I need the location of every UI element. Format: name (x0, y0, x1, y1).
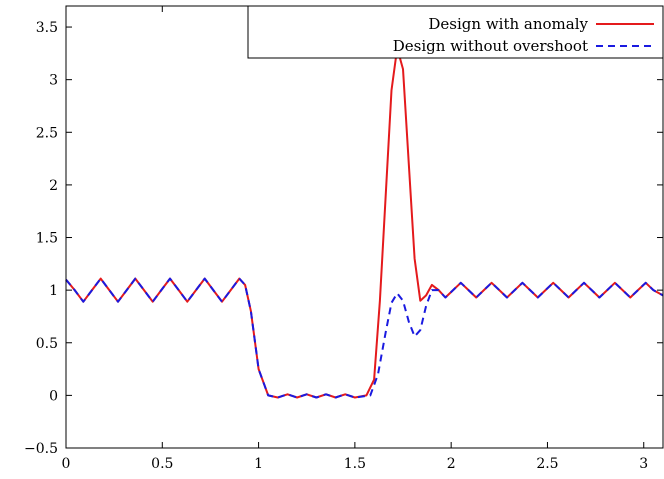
x-tick-label: 0 (62, 456, 71, 472)
y-tick-label: 3 (49, 73, 58, 89)
y-tick-label: 1 (49, 283, 58, 299)
plot-frame (65, 5, 664, 449)
y-tick-label: 0.5 (36, 336, 58, 352)
legend-box (247, 5, 664, 59)
legend-label: Design with anomaly (428, 15, 588, 33)
x-tick-label: 3 (639, 456, 648, 472)
y-tick-label: 1.5 (36, 231, 58, 247)
x-tick-label: 1 (254, 456, 263, 472)
x-tick-label: 2.5 (536, 456, 558, 472)
y-tick-label: −0.5 (24, 441, 58, 457)
axis-ticks: 0 0.5 1 1.5 2 2.5 3−0.500.511.522.533.5 (24, 6, 663, 472)
legend: Design with anomaly Design without oversh… (247, 5, 664, 59)
series-line-without-overshoot (65, 277, 664, 399)
x-tick-label: 2 (447, 456, 456, 472)
legend-label: Design without overshoot (393, 37, 588, 55)
y-tick-label: 2 (49, 178, 58, 194)
series-line-with-anomaly (65, 47, 664, 399)
x-tick-label: 1.5 (344, 456, 366, 472)
plot-curves (65, 47, 664, 399)
y-tick-label: 2.5 (36, 125, 58, 141)
y-tick-label: 3.5 (36, 20, 58, 36)
x-tick-label: 0.5 (151, 456, 173, 472)
y-tick-label: 0 (49, 388, 58, 404)
